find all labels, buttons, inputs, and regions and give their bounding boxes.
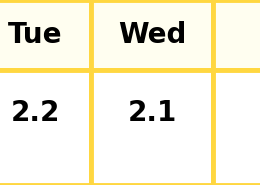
Bar bbox=[0, 70, 91, 185]
Bar bbox=[213, 0, 260, 70]
Bar bbox=[91, 70, 213, 185]
Text: Wed: Wed bbox=[118, 21, 186, 49]
Bar bbox=[0, 0, 91, 70]
Bar bbox=[91, 0, 213, 70]
Text: 2.2: 2.2 bbox=[10, 99, 60, 127]
Text: Tue: Tue bbox=[8, 21, 62, 49]
Bar bbox=[213, 70, 260, 185]
Text: 2.1: 2.1 bbox=[127, 99, 177, 127]
